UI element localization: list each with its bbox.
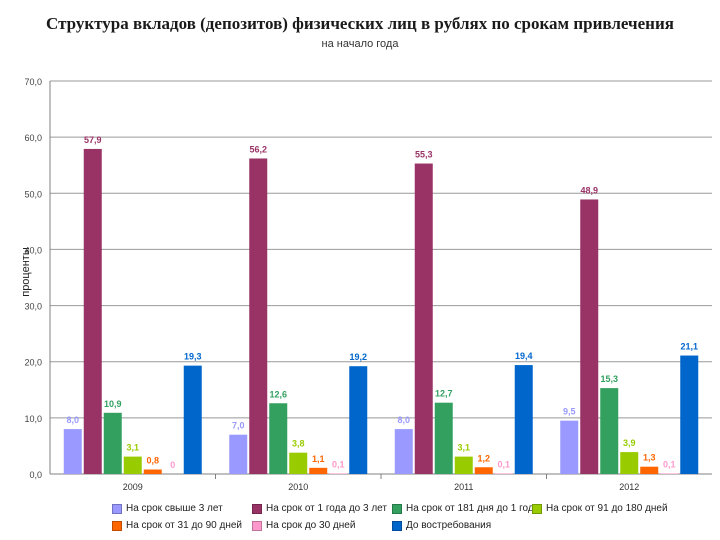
bar-7-2012 bbox=[680, 355, 699, 474]
y-tick-label: 50,0 bbox=[24, 189, 42, 199]
legend-swatch bbox=[252, 503, 262, 514]
data-label: 19,2 bbox=[349, 352, 367, 362]
chart-title: Структура вкладов (депозитов) физических… bbox=[46, 14, 674, 33]
data-label: 21,1 bbox=[680, 342, 698, 352]
legend-label: На срок до 30 дней bbox=[266, 520, 356, 531]
bar-4-2010 bbox=[289, 452, 308, 474]
y-tick-label: 40,0 bbox=[24, 245, 42, 255]
bar-2-2009 bbox=[83, 148, 102, 474]
bar-7-2009 bbox=[183, 365, 202, 474]
legend-item: На срок от 91 до 180 дней bbox=[532, 503, 668, 514]
legend-item: До востребования bbox=[392, 520, 491, 531]
legend-label: До востребования bbox=[406, 520, 492, 531]
legend-item: На срок до 30 дней bbox=[252, 520, 355, 531]
bar-1-2010 bbox=[229, 434, 248, 474]
y-tick-label: 30,0 bbox=[24, 302, 42, 312]
x-tick-label: 2010 bbox=[288, 482, 308, 492]
bar-3-2011 bbox=[434, 402, 453, 474]
data-label: 1,1 bbox=[312, 454, 325, 464]
bar-3-2010 bbox=[269, 403, 288, 474]
data-label: 3,9 bbox=[623, 438, 636, 448]
data-label: 10,9 bbox=[104, 399, 122, 409]
bar-5-2009 bbox=[143, 469, 162, 474]
y-tick-label: 20,0 bbox=[24, 358, 42, 368]
data-label: 48,9 bbox=[580, 185, 598, 195]
legend-label: На срок от 181 дня до 1 года bbox=[406, 503, 540, 514]
bar-7-2010 bbox=[349, 366, 368, 474]
data-label: 3,8 bbox=[292, 439, 305, 449]
legend-item: На срок от 181 дня до 1 года bbox=[392, 503, 539, 514]
data-label: 9,5 bbox=[563, 407, 576, 417]
data-label: 0,8 bbox=[146, 456, 159, 466]
data-label: 57,9 bbox=[84, 135, 102, 145]
legend-item: На срок от 1 года до 3 лет bbox=[252, 503, 387, 514]
bar-2-2010 bbox=[249, 158, 268, 474]
data-label: 0,1 bbox=[332, 459, 345, 469]
legend-label: На срок от 91 до 180 дней bbox=[546, 503, 668, 514]
bar-3-2012 bbox=[600, 388, 619, 474]
legend-item: На срок от 31 до 90 дней bbox=[112, 520, 242, 531]
y-tick-label: 10,0 bbox=[24, 414, 42, 424]
legend-item: На срок свыше 3 лет bbox=[112, 503, 223, 514]
legend-swatch bbox=[112, 503, 122, 514]
data-label: 3,1 bbox=[457, 443, 470, 453]
y-tick-label: 60,0 bbox=[24, 133, 42, 143]
bar-1-2011 bbox=[394, 429, 413, 474]
legend-swatch bbox=[392, 520, 402, 531]
data-label: 1,3 bbox=[643, 453, 656, 463]
chart-subtitle: на начало года bbox=[321, 38, 399, 50]
bar-5-2012 bbox=[640, 466, 659, 474]
legend-label: На срок свыше 3 лет bbox=[126, 503, 223, 514]
data-label: 19,3 bbox=[184, 352, 202, 362]
bar-5-2010 bbox=[309, 467, 328, 474]
data-label: 12,7 bbox=[435, 389, 453, 399]
bar-4-2012 bbox=[620, 452, 639, 474]
legend-swatch bbox=[392, 503, 402, 514]
bar-3-2009 bbox=[103, 412, 122, 474]
data-label: 0,1 bbox=[663, 459, 676, 469]
legend-swatch bbox=[532, 503, 542, 514]
legend-label: На срок от 1 года до 3 лет bbox=[266, 503, 387, 514]
bar-1-2009 bbox=[63, 429, 82, 474]
y-tick-label: 0,0 bbox=[29, 470, 42, 480]
bar-6-2011 bbox=[494, 473, 513, 474]
x-tick-label: 2009 bbox=[123, 482, 143, 492]
x-tick-label: 2012 bbox=[619, 482, 639, 492]
bar-4-2011 bbox=[454, 456, 473, 474]
data-label: 19,4 bbox=[515, 351, 533, 361]
y-tick-label: 70,0 bbox=[24, 77, 42, 87]
data-label: 12,6 bbox=[269, 389, 287, 399]
legend-swatch bbox=[112, 520, 122, 531]
data-label: 15,3 bbox=[600, 374, 618, 384]
data-label: 56,2 bbox=[249, 144, 267, 154]
data-label: 7,0 bbox=[232, 421, 245, 431]
x-tick-label: 2011 bbox=[454, 482, 473, 492]
legend-label: На срок от 31 до 90 дней bbox=[126, 520, 243, 531]
data-label: 0,1 bbox=[497, 459, 510, 469]
bar-6-2012 bbox=[660, 473, 679, 474]
bar-4-2009 bbox=[123, 456, 142, 474]
bar-5-2011 bbox=[474, 467, 493, 474]
bar-2-2011 bbox=[414, 163, 433, 474]
data-label: 3,1 bbox=[126, 443, 139, 453]
bar-2-2012 bbox=[580, 199, 599, 474]
data-label: 1,2 bbox=[477, 453, 490, 463]
bar-6-2010 bbox=[329, 473, 348, 474]
data-label: 55,3 bbox=[415, 150, 433, 160]
legend-swatch bbox=[252, 520, 262, 531]
bar-7-2011 bbox=[514, 365, 533, 474]
data-label: 0 bbox=[170, 460, 175, 470]
data-label: 8,0 bbox=[66, 415, 79, 425]
data-label: 8,0 bbox=[397, 415, 410, 425]
bar-1-2012 bbox=[560, 420, 579, 474]
